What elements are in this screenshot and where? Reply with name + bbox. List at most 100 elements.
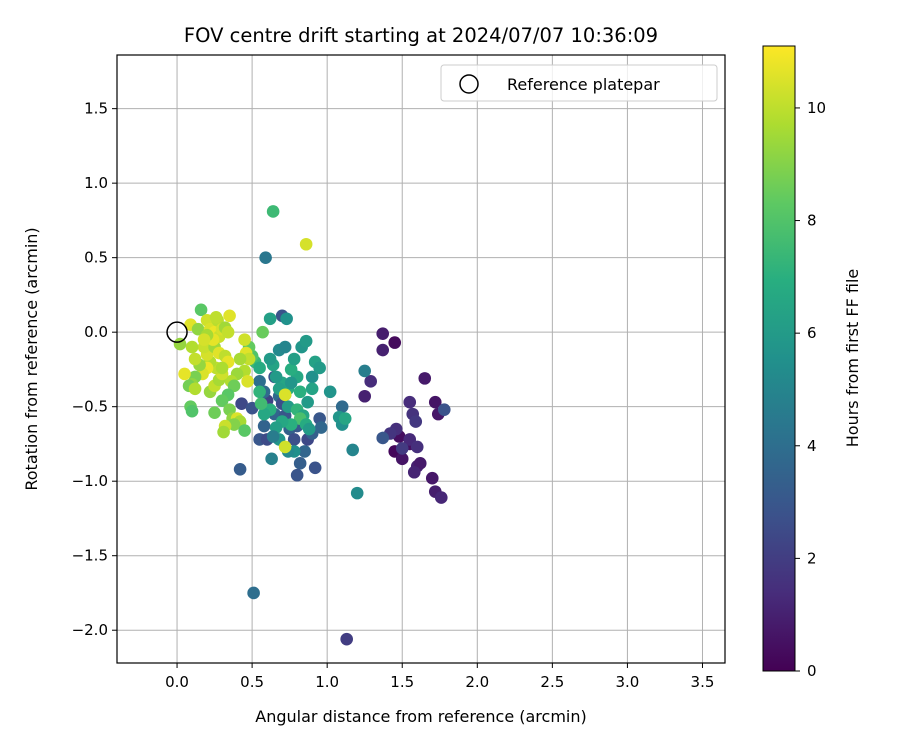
- colorbar-tick-label: 2: [807, 549, 817, 567]
- scatter-point: [257, 419, 271, 433]
- scatter-point: [376, 343, 390, 357]
- y-tick-label: 0.5: [84, 249, 108, 267]
- scatter-point: [242, 352, 256, 366]
- scatter-point: [188, 382, 202, 396]
- scatter-point: [263, 352, 277, 366]
- scatter-point: [185, 340, 199, 354]
- x-axis-label: Angular distance from reference (arcmin): [255, 707, 586, 726]
- y-axis-ticks: 1.5 1.0 0.5 0.0 −0.5 −1.0 −1.5 −2.0: [72, 100, 117, 639]
- scatter-point: [266, 205, 280, 218]
- scatter-points: [173, 205, 451, 646]
- scatter-point: [418, 372, 432, 385]
- scatter-point: [314, 421, 328, 434]
- scatter-point: [305, 370, 319, 384]
- chart-title: FOV centre drift starting at 2024/07/07 …: [184, 24, 658, 47]
- scatter-point: [298, 445, 311, 458]
- y-tick-label: −1.0: [72, 472, 108, 490]
- y-tick-label: −2.0: [72, 621, 108, 639]
- scatter-point: [235, 397, 248, 411]
- scatter-point: [266, 430, 280, 443]
- scatter-point: [280, 312, 293, 326]
- scatter-point: [301, 395, 314, 409]
- scatter-point: [425, 471, 439, 485]
- colorbar-tick-label: 8: [807, 212, 817, 230]
- x-tick-label: 1.0: [315, 673, 339, 691]
- scatter-point: [284, 376, 298, 390]
- scatter-point: [188, 352, 202, 366]
- colorbar-tick-label: 0: [807, 662, 817, 680]
- scatter-point: [364, 375, 378, 388]
- scatter-point: [253, 385, 266, 399]
- scatter-point: [407, 465, 421, 479]
- scatter-point: [185, 404, 199, 418]
- scatter-point: [305, 382, 319, 396]
- x-tick-label: 2.5: [540, 673, 564, 691]
- legend: Reference platepar: [440, 64, 718, 102]
- scatter-point: [259, 251, 272, 264]
- scatter-point: [233, 352, 247, 366]
- scatter-point: [256, 325, 269, 339]
- x-tick-label: 0.5: [240, 673, 264, 691]
- scatter-point: [253, 361, 266, 375]
- scatter-point: [340, 632, 353, 646]
- scatter-point: [308, 461, 322, 475]
- y-tick-label: −0.5: [72, 398, 108, 416]
- scatter-point: [257, 407, 271, 421]
- scatter-point: [376, 431, 390, 445]
- scatter-point: [290, 468, 304, 482]
- legend-box: [440, 64, 718, 102]
- x-tick-label: 2.0: [465, 673, 489, 691]
- legend-marker: [459, 74, 479, 94]
- scatter-point: [253, 375, 266, 388]
- legend-entry-reference-platepar: Reference platepar: [507, 75, 660, 94]
- y-tick-label: −1.5: [72, 547, 108, 565]
- scatter-point: [197, 333, 211, 346]
- scatter-point: [233, 462, 247, 476]
- scatter-point: [287, 433, 301, 446]
- scatter-point: [238, 424, 251, 437]
- y-axis-label: Rotation from reference (arcmin): [22, 227, 41, 490]
- scatter-point: [299, 237, 313, 251]
- scatter-point: [313, 361, 326, 375]
- scatter-point: [227, 379, 241, 393]
- scatter-point: [350, 486, 364, 500]
- scatter-point: [409, 415, 423, 428]
- scatter-point: [302, 422, 316, 436]
- scatter-point: [338, 412, 352, 425]
- scatter-point: [278, 340, 292, 354]
- scatter-point: [428, 395, 442, 409]
- scatter-point: [217, 425, 230, 439]
- scatter-point: [403, 395, 417, 409]
- scatter-point: [434, 491, 448, 504]
- scatter-point: [278, 388, 292, 402]
- scatter-point: [299, 334, 313, 348]
- reference-platepar-marker: [166, 321, 188, 343]
- scatter-point: [194, 303, 208, 317]
- scatter-point: [209, 310, 223, 324]
- colorbar-label: Hours from first FF file: [843, 269, 862, 448]
- scatter-point: [178, 367, 191, 381]
- scatter-point: [254, 397, 268, 411]
- scatter-point: [376, 327, 390, 340]
- scatter-point: [215, 394, 229, 408]
- colorbar-tick-label: 10: [807, 99, 826, 117]
- x-axis-ticks: 0.0 0.5 1.0 1.5 2.0 2.5 3.0 3.5: [165, 663, 714, 691]
- scatter-point: [395, 452, 409, 466]
- scatter-point: [223, 309, 236, 323]
- x-tick-label: 0.0: [165, 673, 189, 691]
- scatter-point: [388, 336, 402, 349]
- y-tick-label: 1.5: [84, 100, 108, 118]
- x-tick-label: 3.5: [691, 673, 715, 691]
- scatter-point: [358, 389, 372, 403]
- colorbar-tick-label: 4: [807, 437, 817, 455]
- scatter-point: [221, 325, 235, 339]
- scatter-point: [278, 440, 292, 454]
- scatter-point: [208, 406, 221, 419]
- scatter-point: [269, 370, 283, 384]
- scatter-point: [293, 385, 307, 399]
- scatter-point: [346, 443, 359, 457]
- colorbar-tick-label: 6: [807, 324, 817, 342]
- x-tick-label: 3.0: [615, 673, 639, 691]
- scatter-point: [335, 400, 349, 413]
